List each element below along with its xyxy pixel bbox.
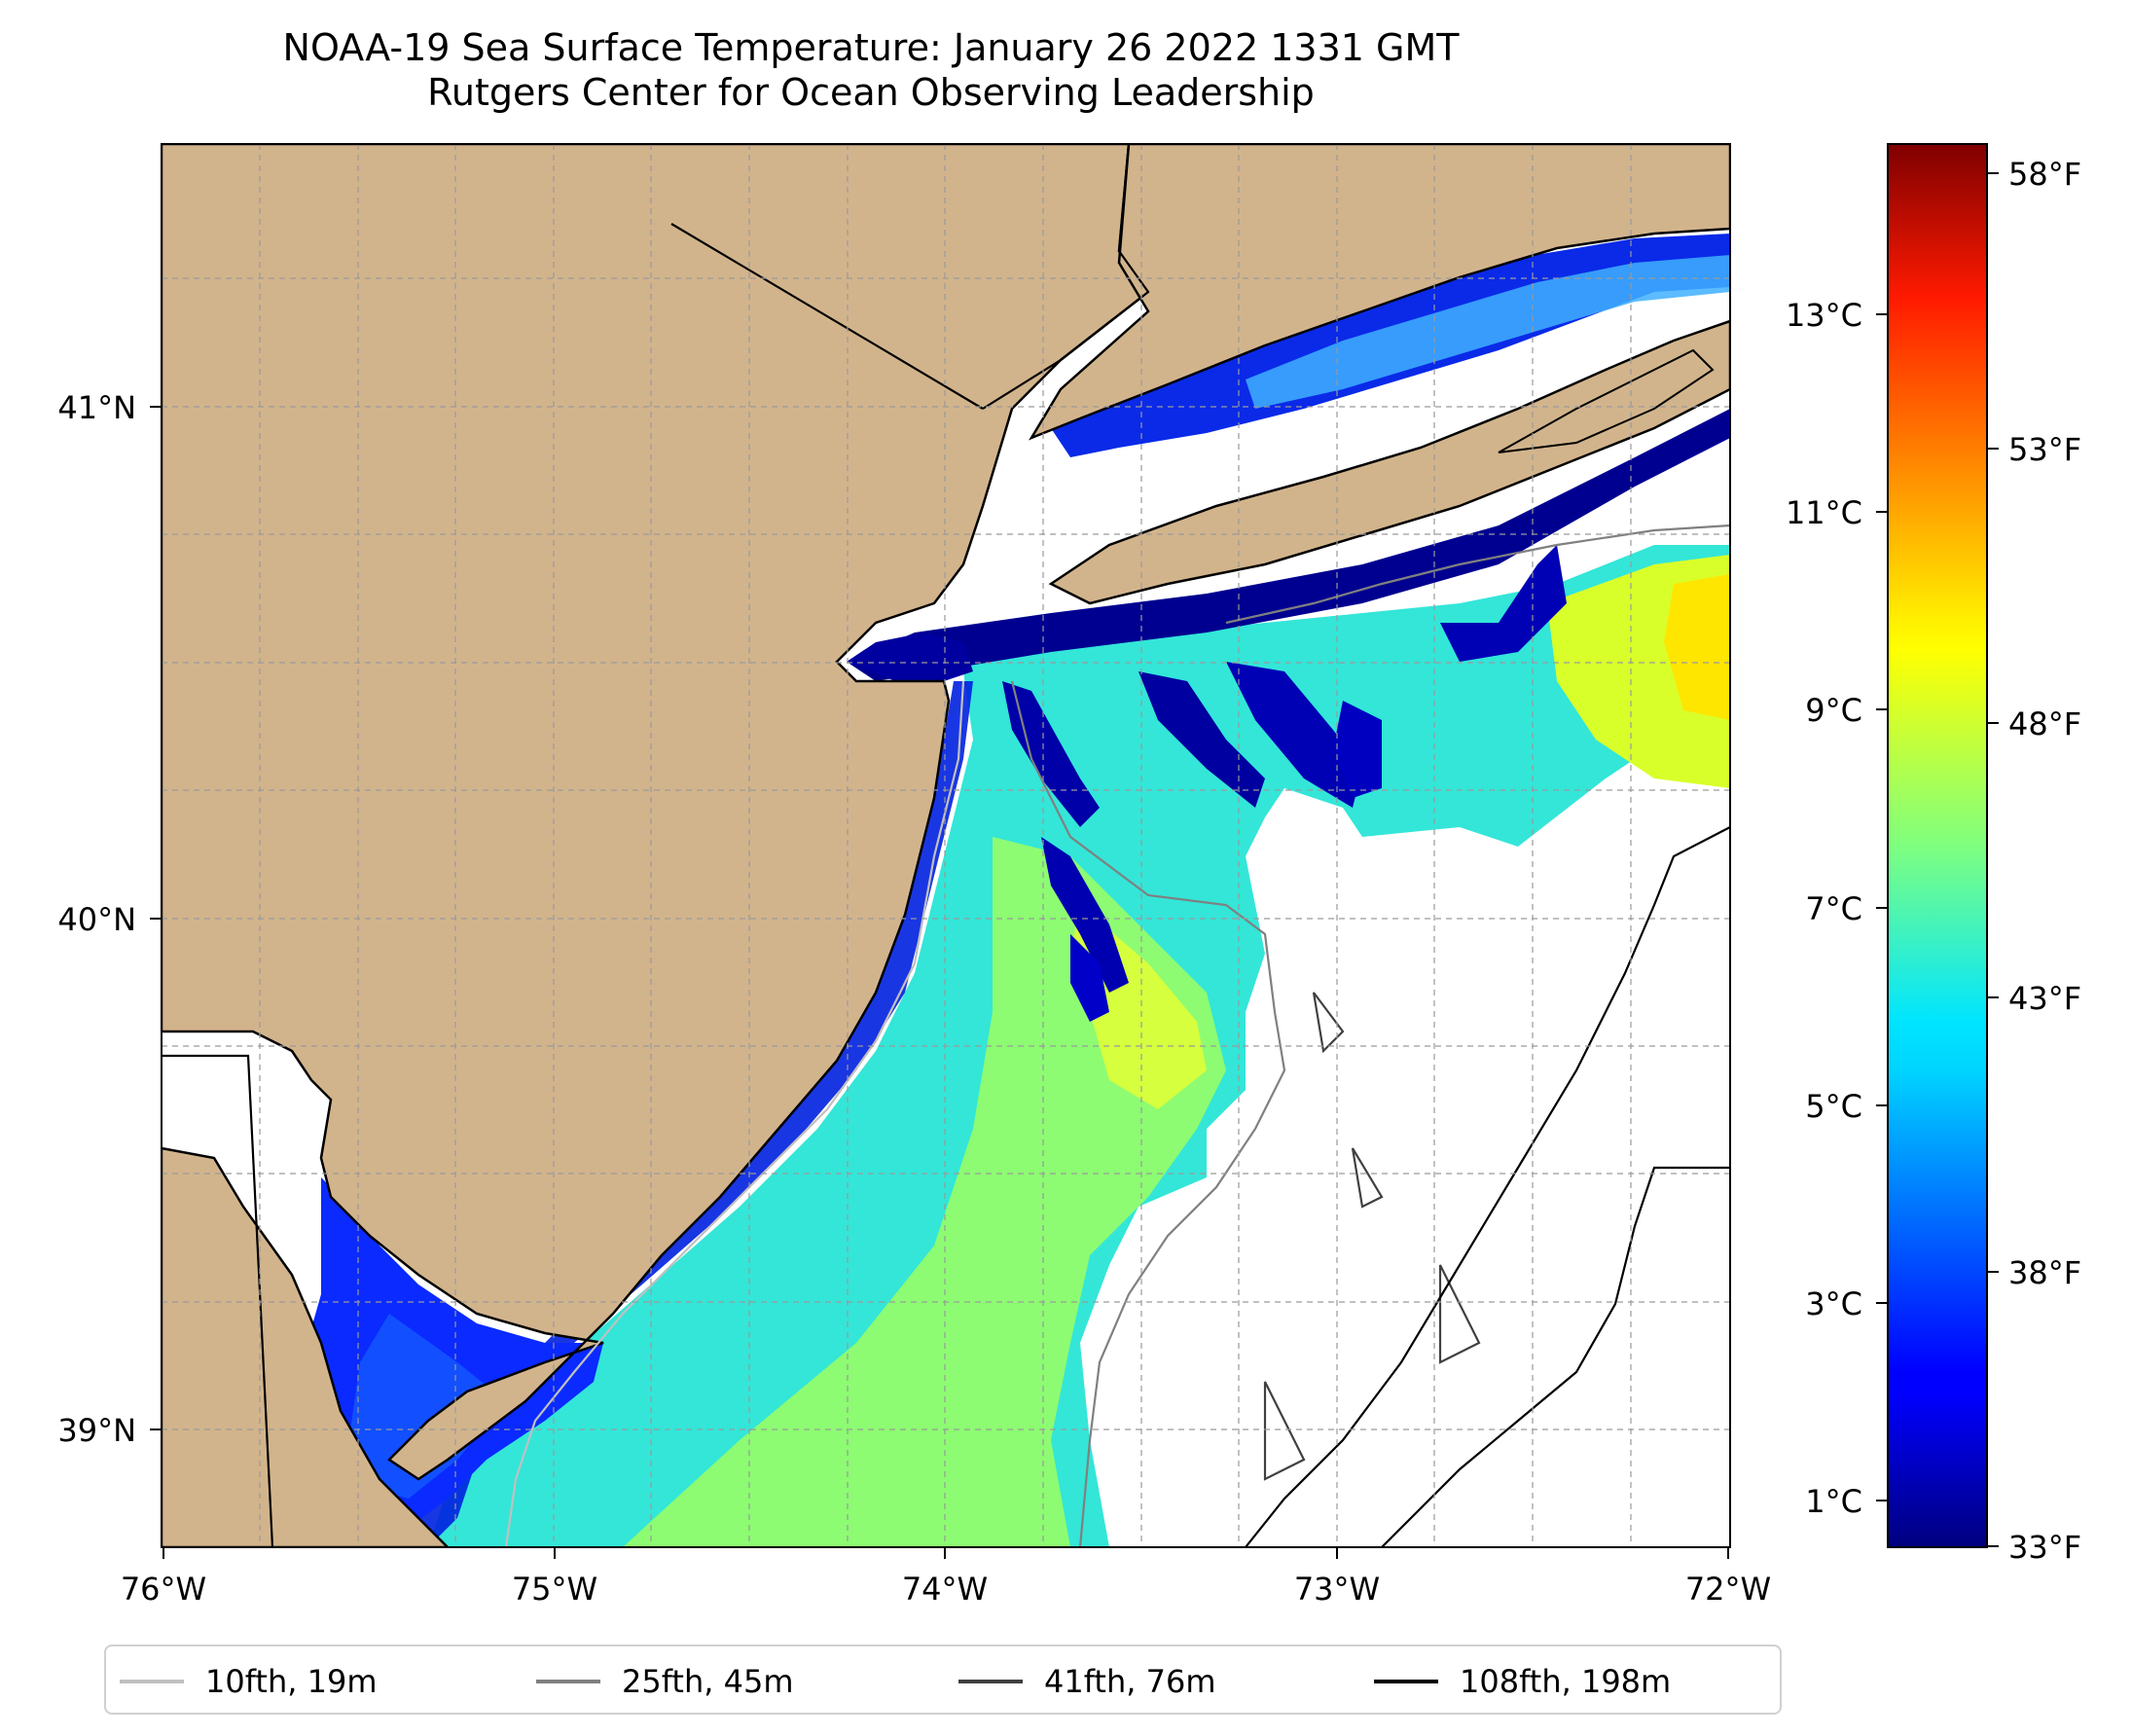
colorbar-celsius-label: 13°C [1786,297,1862,334]
land-ct-fork [1498,348,1715,453]
colorbar-ticks [1876,172,1999,1547]
isobath-10fth [504,680,965,1547]
y-tick-label: 40°N [57,901,136,938]
colorbar-celsius-label: 3°C [1805,1285,1862,1322]
x-tick-label: 75°W [512,1571,597,1608]
colorbar-celsius-label: 11°C [1786,494,1862,531]
sst-field-east-yellow [1664,574,1730,720]
legend-line-swatch [120,1680,184,1683]
cold-streak [1138,671,1265,808]
colorbar-fahrenheit-label: 38°F [2008,1254,2081,1291]
legend-line-swatch [958,1680,1023,1683]
colorbar-fahrenheit-label: 53°F [2008,431,2081,468]
legend-label: 10fth, 19m [205,1663,378,1700]
cold-streak [1070,934,1109,1022]
isobath-legend: 10fth, 19m 25fth, 45m 41fth, 76m 108fth,… [104,1645,1782,1715]
legend-label: 25fth, 45m [622,1663,794,1700]
land-long-island [1048,319,1730,605]
legend-item-25fth: 25fth, 45m [536,1646,793,1717]
legend-item-10fth: 10fth, 19m [120,1646,377,1717]
colorbar-fahrenheit-label: 48°F [2008,705,2081,742]
state-border [162,144,1150,1547]
delaware-bay-lower [350,1314,506,1499]
land-nj-pa [162,144,1150,1481]
colorbar-celsius-label: 5°C [1805,1088,1862,1125]
colorbar-celsius-label: 1°C [1805,1483,1862,1520]
raritan-bay [847,633,973,681]
x-tick-label: 74°W [902,1571,988,1608]
coastal-cold-band-li [847,409,1730,681]
isobath-41fth [1263,992,1481,1481]
x-tick-label: 72°W [1685,1571,1771,1608]
colorbar-fahrenheit-label: 43°F [2008,980,2081,1017]
isobath-108fth [1245,826,1730,1547]
colorbar-celsius-label: 7°C [1805,890,1862,927]
legend-item-41fth: 41fth, 76m [958,1646,1215,1717]
legend-line-swatch [1374,1680,1438,1683]
y-tick-label: 41°N [57,389,136,426]
x-tick-label: 73°W [1294,1571,1380,1608]
map-title: NOAA-19 Sea Surface Temperature: January… [282,26,1460,69]
colorbar-celsius-label: 9°C [1805,692,1862,729]
legend-label: 41fth, 76m [1044,1663,1216,1700]
land-delmarva [162,1146,450,1547]
y-tick-label: 39°N [57,1412,136,1449]
cold-streak [1440,545,1567,662]
legend-line-swatch [536,1680,600,1683]
colorbar-fahrenheit-label: 33°F [2008,1529,2081,1566]
colorbar [1887,143,1988,1548]
legend-item-108fth: 108fth, 198m [1374,1646,1671,1717]
land-connecticut [1029,144,1730,441]
legend-label: 108fth, 198m [1460,1663,1672,1700]
colorbar-fahrenheit-label: 58°F [2008,156,2081,193]
long-island-sound-inner [1246,255,1730,409]
cold-streak [1226,662,1362,808]
axis-ticks [150,406,1729,1559]
sst-field-warm [623,837,1226,1547]
isobath-25fth [1010,524,1730,1547]
cold-streak [1333,701,1382,798]
cold-streak [1041,837,1129,993]
map-gridlines [162,144,1730,1547]
x-tick-label: 76°W [121,1571,206,1608]
map-subtitle: Rutgers Center for Ocean Observing Leade… [427,71,1315,114]
